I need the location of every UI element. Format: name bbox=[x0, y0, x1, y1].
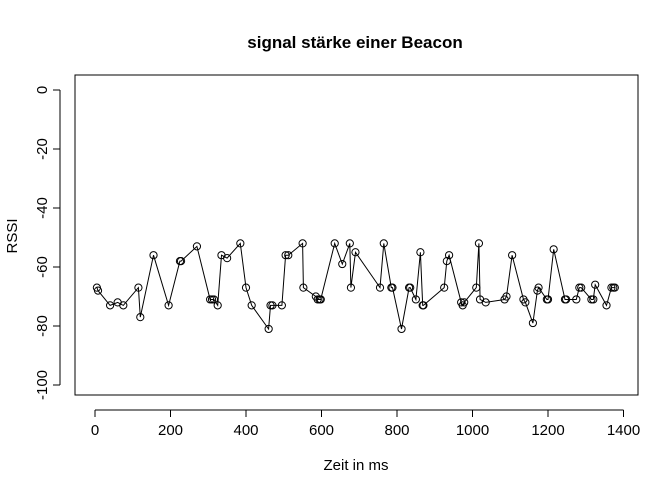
data-point bbox=[591, 280, 600, 289]
x-tick-label: 1000 bbox=[456, 422, 489, 439]
data-point bbox=[397, 324, 406, 334]
data-point bbox=[442, 257, 451, 266]
chart-title: signal stärke einer Beacon bbox=[247, 33, 462, 52]
data-point bbox=[460, 298, 469, 307]
data-point bbox=[351, 248, 360, 257]
data-point bbox=[562, 295, 571, 304]
series-line bbox=[96, 241, 615, 331]
data-point bbox=[268, 301, 277, 310]
data-point bbox=[577, 283, 586, 292]
data-point bbox=[589, 295, 598, 304]
data-point bbox=[164, 301, 173, 310]
data-point bbox=[281, 251, 290, 260]
data-point bbox=[379, 239, 388, 248]
data-point bbox=[136, 313, 145, 322]
data-point bbox=[508, 251, 517, 260]
y-axis: 0 -20 -40 -60 -80 -100 bbox=[34, 86, 61, 400]
data-point bbox=[299, 283, 308, 292]
data-point bbox=[406, 283, 415, 292]
x-tick-label: 1400 bbox=[607, 422, 640, 439]
data-point bbox=[106, 301, 115, 310]
data-point bbox=[134, 283, 143, 292]
data-point bbox=[346, 283, 356, 292]
data-point bbox=[176, 257, 186, 266]
y-tick-label: -20 bbox=[34, 138, 51, 160]
x-tick-label: 600 bbox=[309, 422, 334, 439]
data-point bbox=[93, 286, 103, 295]
data-point bbox=[521, 298, 530, 307]
data-point bbox=[502, 292, 511, 301]
data-point bbox=[472, 283, 481, 292]
data-point bbox=[241, 283, 251, 292]
data-point bbox=[534, 283, 543, 292]
x-tick-label: 400 bbox=[233, 422, 258, 439]
data-point bbox=[209, 295, 219, 304]
data-point bbox=[375, 283, 385, 292]
y-axis-label: RSSI bbox=[4, 218, 21, 253]
data-point bbox=[474, 239, 484, 248]
data-point bbox=[481, 298, 490, 307]
data-point bbox=[388, 283, 397, 292]
data-point bbox=[247, 301, 256, 310]
y-tick-label: -100 bbox=[34, 370, 51, 400]
y-tick-label: -80 bbox=[34, 315, 51, 337]
data-point bbox=[338, 259, 347, 269]
data-point bbox=[419, 301, 428, 310]
x-tick-label: 200 bbox=[158, 422, 183, 439]
data-point bbox=[549, 245, 558, 254]
data-point bbox=[223, 254, 232, 263]
x-tick-label: 800 bbox=[384, 422, 409, 439]
data-point bbox=[264, 324, 273, 334]
y-tick-label: -60 bbox=[34, 256, 51, 278]
data-point bbox=[444, 251, 454, 260]
data-point bbox=[416, 248, 425, 257]
x-axis-label: Zeit in ms bbox=[323, 457, 388, 474]
series-layer bbox=[92, 239, 619, 334]
data-point bbox=[543, 295, 553, 304]
y-tick-label: 0 bbox=[34, 86, 51, 94]
data-point bbox=[298, 239, 307, 248]
data-point bbox=[213, 301, 222, 310]
data-point bbox=[277, 301, 286, 310]
data-point bbox=[411, 295, 420, 304]
x-tick-label: 0 bbox=[91, 422, 99, 439]
x-axis: 0 200 400 600 800 1000 1200 1400 bbox=[91, 409, 640, 439]
data-point bbox=[345, 239, 354, 248]
data-point bbox=[330, 239, 339, 248]
data-point bbox=[284, 251, 293, 260]
data-point bbox=[440, 283, 449, 292]
data-point bbox=[602, 301, 611, 310]
data-point bbox=[528, 318, 538, 328]
data-point bbox=[316, 295, 325, 304]
data-point bbox=[572, 295, 581, 304]
x-tick-label: 1200 bbox=[531, 422, 564, 439]
data-point bbox=[119, 301, 128, 310]
y-tick-label: -40 bbox=[34, 197, 51, 219]
data-point bbox=[149, 251, 158, 260]
data-point bbox=[192, 242, 202, 251]
plot-frame bbox=[74, 74, 639, 396]
data-point bbox=[236, 239, 245, 248]
data-point bbox=[610, 283, 619, 292]
